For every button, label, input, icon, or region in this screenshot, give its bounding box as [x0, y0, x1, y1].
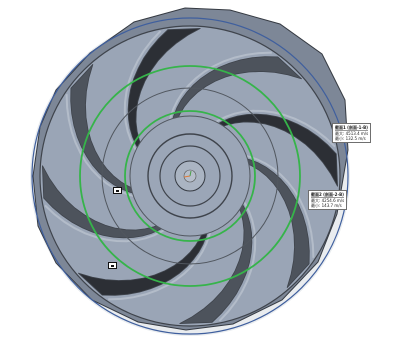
origin-axis-x: [183, 175, 191, 178]
callout-box-1[interactable]: 截面1 (剖面-1-B) 最大: 4513.4 m/s 最小: 132.5 m/…: [332, 123, 372, 143]
impeller-vane: [70, 64, 147, 196]
impeller-vane: [127, 28, 201, 160]
impeller-vane: [179, 192, 253, 324]
impeller-vane: [170, 56, 302, 133]
callout-1-title: 截面1 (剖面-1-B): [335, 125, 369, 131]
impeller-vane: [233, 156, 310, 288]
callout-1-line-1: 最大: 4513.4 m/s: [335, 131, 369, 136]
impeller-vane: [78, 219, 210, 296]
blue-circle[interactable]: [31, 17, 349, 335]
impeller-vane: [42, 165, 174, 239]
impeller-vane: [206, 113, 338, 187]
callout-2-title: 截面2 (剖面-2-B): [311, 192, 345, 198]
inner-ring-large: [101, 87, 279, 265]
callout-2-line-2: 最小: 143.7 m/s: [311, 203, 342, 208]
probe-marker-1[interactable]: [113, 187, 122, 194]
callout-box-2[interactable]: 截面2 (剖面-2-B) 最大: 4254.6 m/s 最小: 143.7 m/…: [308, 190, 348, 210]
callout-1-line-2: 最小: 132.5 m/s: [335, 136, 366, 141]
origin-axis-y: [189, 170, 192, 177]
green-circle-inner[interactable]: [124, 110, 256, 242]
hub-inner-ring: [159, 145, 221, 207]
green-circle-outer[interactable]: [79, 65, 301, 287]
callout-2-line-1: 最大: 4254.6 m/s: [311, 198, 345, 203]
hub-ring: [147, 133, 233, 219]
probe-marker-2[interactable]: [108, 262, 117, 269]
